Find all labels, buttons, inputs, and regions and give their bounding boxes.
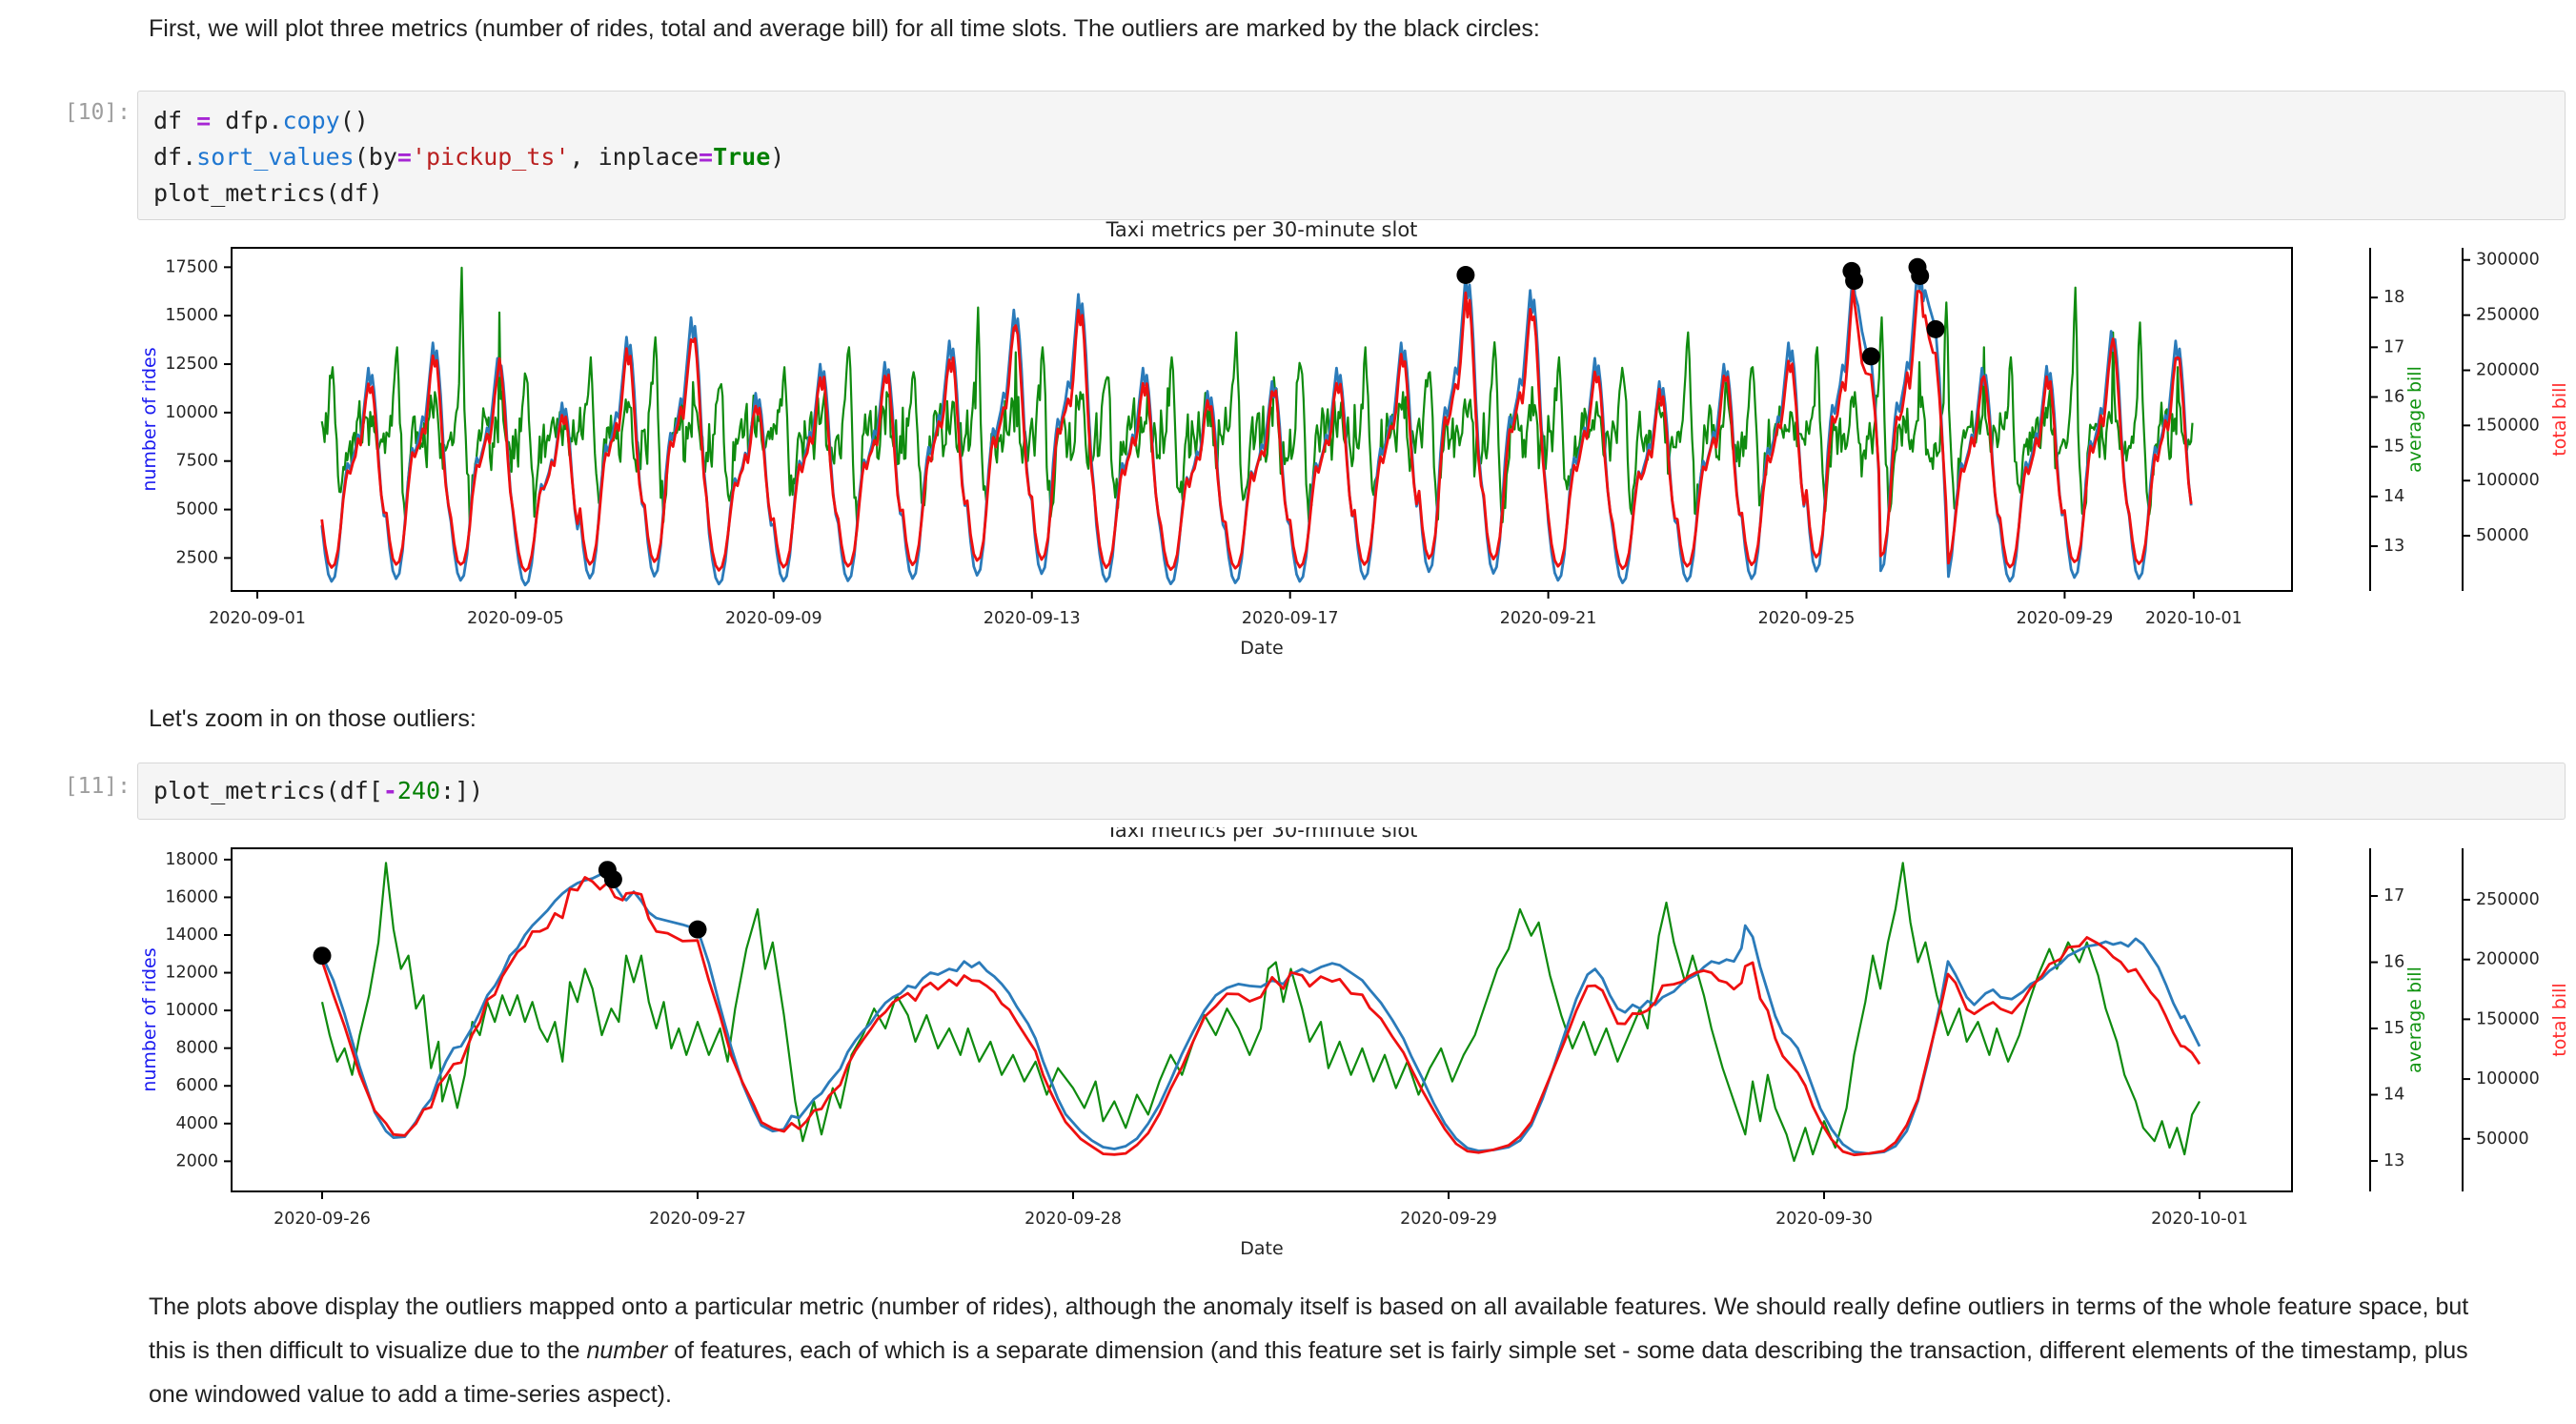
right-tick-label: 50000 bbox=[2476, 526, 2529, 545]
x-tick-label: 2020-09-05 bbox=[467, 609, 564, 628]
right-tick-label: 50000 bbox=[2476, 1129, 2529, 1149]
outlier-marker bbox=[1845, 272, 1864, 291]
right-tick-label: 13 bbox=[2383, 537, 2404, 556]
discussion-italic-word: number bbox=[586, 1337, 668, 1364]
right-tick-label: 18 bbox=[2383, 288, 2404, 307]
series-average-bill bbox=[320, 266, 2194, 526]
series-average-bill bbox=[320, 862, 2201, 1163]
x-tick-label: 2020-09-30 bbox=[1775, 1210, 1873, 1229]
right-tick-label: 17 bbox=[2383, 886, 2404, 905]
code-cell-11[interactable]: plot_metrics(df[-240:]) bbox=[137, 763, 2566, 820]
y-tick-label: 10000 bbox=[165, 1001, 218, 1020]
right-tick-label: 13 bbox=[2383, 1151, 2404, 1170]
x-axis-label: Date bbox=[1240, 638, 1283, 659]
y-tick-label: 14000 bbox=[165, 926, 218, 945]
right-tick-label: 16 bbox=[2383, 388, 2404, 407]
outlier-marker bbox=[1861, 347, 1880, 366]
outlier-marker bbox=[1456, 266, 1475, 284]
y-axis-label-avg: average bill bbox=[2404, 366, 2425, 473]
y-tick-label: 2000 bbox=[175, 1151, 218, 1170]
x-tick-label: 2020-09-17 bbox=[1242, 609, 1339, 628]
right-tick-label: 15 bbox=[2383, 437, 2404, 457]
plot-frame bbox=[231, 847, 2293, 1192]
y-axis-label-rides: number of rides bbox=[139, 347, 160, 491]
series-total-bill bbox=[320, 286, 2193, 573]
y-tick-label: 4000 bbox=[175, 1114, 218, 1133]
y-tick-label: 6000 bbox=[175, 1076, 218, 1095]
code-cell-10[interactable]: df = dfp.copy() df.sort_values(by='pickup… bbox=[137, 91, 2566, 220]
x-tick-label: 2020-09-01 bbox=[209, 609, 306, 628]
outlier-marker bbox=[688, 920, 707, 939]
code-editor-10[interactable]: df = dfp.copy() df.sort_values(by='pickup… bbox=[153, 107, 785, 207]
right-tick-label: 300000 bbox=[2476, 251, 2540, 270]
right-tick-label: 16 bbox=[2383, 953, 2404, 972]
x-axis-label: Date bbox=[1240, 1238, 1283, 1259]
y-tick-label: 18000 bbox=[165, 850, 218, 869]
y-tick-label: 2500 bbox=[175, 548, 218, 567]
right-tick-label: 15 bbox=[2383, 1019, 2404, 1038]
y-tick-label: 17500 bbox=[165, 257, 218, 276]
x-tick-label: 2020-09-09 bbox=[725, 609, 822, 628]
outlier-marker bbox=[603, 870, 622, 889]
discussion-part2: of features, each of which is a separate… bbox=[149, 1337, 2468, 1408]
code-editor-11[interactable]: plot_metrics(df[-240:]) bbox=[153, 777, 484, 804]
right-tick-label: 14 bbox=[2383, 487, 2404, 506]
right-tick-label: 200000 bbox=[2476, 360, 2540, 379]
y-tick-label: 10000 bbox=[165, 403, 218, 422]
x-tick-label: 2020-09-29 bbox=[2017, 609, 2114, 628]
y-axis-label-total: total bill bbox=[2549, 382, 2570, 456]
series-number-of-rides bbox=[320, 868, 2201, 1155]
x-tick-label: 2020-09-28 bbox=[1024, 1210, 1122, 1229]
plot-frame bbox=[231, 247, 2293, 592]
figure-taxi-metrics-zoomed: Taxi metrics per 30-minute slot 2000 4000 6… bbox=[139, 827, 2570, 1259]
discussion-part1: The plots above display the outliers map… bbox=[149, 1293, 2469, 1364]
outlier-marker bbox=[313, 946, 332, 966]
right-tick-label: 100000 bbox=[2476, 1069, 2540, 1088]
right-tick-label: 150000 bbox=[2476, 1009, 2540, 1028]
x-tick-label: 2020-09-25 bbox=[1758, 609, 1856, 628]
right-tick-label: 250000 bbox=[2476, 890, 2540, 909]
outlier-marker bbox=[1926, 319, 1945, 338]
y-tick-label: 15000 bbox=[165, 306, 218, 325]
markdown-text-zoom: Let's zoom in on those outliers: bbox=[149, 705, 477, 732]
right-tick-label: 250000 bbox=[2476, 306, 2540, 325]
markdown-text-discussion: The plots above display the outliers map… bbox=[149, 1285, 2479, 1416]
x-tick-label: 2020-10-01 bbox=[2145, 609, 2242, 628]
outlier-marker bbox=[1911, 267, 1930, 285]
x-tick-label: 2020-09-13 bbox=[984, 609, 1081, 628]
cell-prompt-10: [10]: bbox=[64, 100, 131, 125]
y-tick-label: 7500 bbox=[175, 452, 218, 471]
x-tick-label: 2020-09-21 bbox=[1500, 609, 1597, 628]
y-tick-label: 12500 bbox=[165, 355, 218, 374]
markdown-text-intro: First, we will plot three metrics (numbe… bbox=[149, 15, 1540, 42]
right-tick-label: 100000 bbox=[2476, 471, 2540, 490]
y-axis-label-avg: average bill bbox=[2404, 966, 2425, 1073]
x-tick-label: 2020-09-26 bbox=[274, 1210, 371, 1229]
chart-title: Taxi metrics per 30-minute slot bbox=[1105, 219, 1418, 241]
y-tick-label: 12000 bbox=[165, 964, 218, 983]
cell-prompt-11: [11]: bbox=[64, 774, 131, 799]
y-axis-label-total: total bill bbox=[2549, 983, 2570, 1056]
right-tick-label: 17 bbox=[2383, 337, 2404, 356]
figure-taxi-metrics-all-slots: Taxi metrics per 30-minute slot 2500 5000 7… bbox=[139, 219, 2570, 659]
series-total-bill bbox=[320, 876, 2201, 1157]
x-tick-label: 2020-09-29 bbox=[1400, 1210, 1497, 1229]
y-tick-label: 5000 bbox=[175, 500, 218, 519]
chart-title: Taxi metrics per 30-minute slot bbox=[1105, 827, 1418, 842]
y-axis-label-rides: number of rides bbox=[139, 947, 160, 1091]
x-tick-label: 2020-10-01 bbox=[2151, 1210, 2248, 1229]
right-tick-label: 150000 bbox=[2476, 416, 2540, 435]
y-tick-label: 8000 bbox=[175, 1039, 218, 1058]
right-tick-label: 200000 bbox=[2476, 950, 2540, 969]
right-tick-label: 14 bbox=[2383, 1086, 2404, 1105]
x-tick-label: 2020-09-27 bbox=[649, 1210, 746, 1229]
y-tick-label: 16000 bbox=[165, 887, 218, 906]
